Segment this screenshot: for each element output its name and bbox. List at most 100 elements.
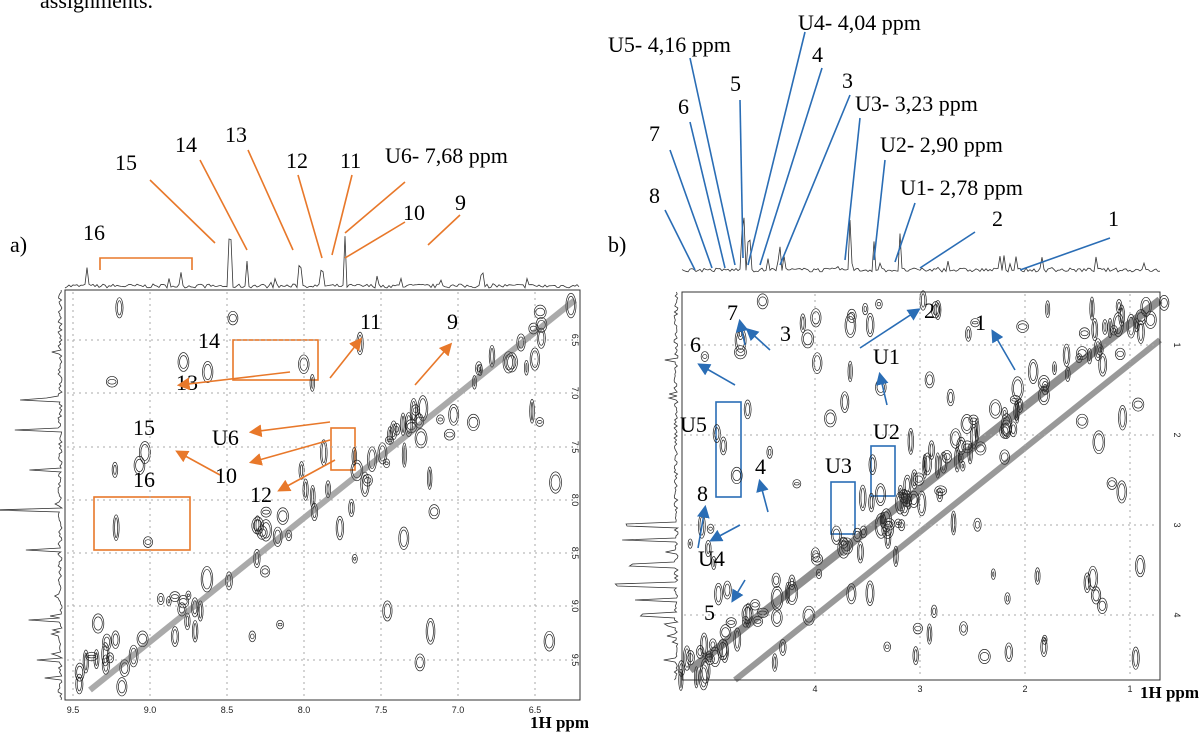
contour [1004,642,1014,662]
contour [531,350,539,368]
x-tick-label: 1 [1127,684,1132,694]
contour [849,363,852,380]
x-tick-label: 9.5 [67,705,80,715]
contour [158,595,163,603]
contour [949,428,962,449]
contour [392,422,401,436]
contour [825,412,836,425]
contour [868,492,875,513]
contour [935,488,946,493]
contour [960,414,974,434]
contour [102,633,112,651]
contour [135,458,144,472]
contour [875,483,886,506]
contour [895,521,901,525]
contour [1080,330,1089,337]
contour [84,652,88,671]
contour [277,622,283,627]
peak-label: U4- 4,04 ppm [798,10,921,35]
y-tick-label: 7.5 [570,441,580,454]
contour [302,478,309,501]
contour [139,441,151,464]
contour [862,302,869,316]
leader-line [344,181,406,234]
contour [1006,645,1012,659]
contour [361,474,369,494]
leader-line [344,221,406,259]
contour [523,359,529,376]
contour [739,331,742,337]
contour [1004,592,1011,605]
contour [1094,433,1104,452]
contour [337,518,343,538]
contour [387,426,393,444]
leader-line [247,149,294,251]
contour [414,653,426,672]
contour [1016,320,1029,333]
arrow [697,504,710,549]
diagonal [88,297,577,693]
contour [258,528,267,537]
cross-peak-label: U3 [825,453,852,478]
contour [730,466,743,485]
contour [934,485,947,496]
x-tick-label: 9.0 [144,705,157,715]
contour [1099,356,1106,374]
contour [177,595,190,609]
contour [727,620,736,625]
contour [193,623,197,640]
contour [262,509,271,515]
contour [914,475,923,483]
y-tick-label: 9.5 [570,654,580,667]
contour [1036,570,1039,582]
axis-title: 1H ppm [530,713,589,732]
contour [468,416,479,428]
cross-peak-label: 4 [755,454,766,479]
contour [856,541,864,564]
contour [881,520,894,539]
contour [894,518,903,528]
contour [684,648,690,668]
y-tick-label: 3 [1172,522,1182,527]
cross-peak-label: 5 [704,600,715,625]
leader-line [1019,237,1111,271]
contour [157,592,165,606]
contour [259,519,273,542]
arrow [175,450,221,476]
contour [962,417,972,431]
contour [1116,480,1127,504]
cross-peak-label: U1 [873,344,900,369]
contour [1028,359,1039,385]
contour [970,318,980,328]
contour [1145,313,1156,326]
contour [1103,322,1107,332]
contour [448,404,460,426]
contour [311,487,315,506]
contour [202,361,214,383]
contour [935,303,940,317]
contour [870,457,876,472]
x-tick-label: 8.0 [298,705,311,715]
contour [85,651,98,662]
contour [179,355,188,369]
contour [1083,572,1091,593]
contour [714,427,720,440]
contour [276,619,284,630]
contour [840,391,850,413]
contour [1040,636,1048,657]
contour [1106,477,1118,490]
cross-peak-label: 16 [133,467,155,492]
contour [414,428,428,449]
contour [167,599,171,604]
contour [428,469,431,487]
contour [525,362,528,373]
peak-label: U5- 4,16 ppm [608,32,731,57]
contour [700,351,709,362]
contour [1090,299,1094,318]
contour [922,453,928,479]
contour [248,630,256,643]
panel-b: b) 1H ppm [608,232,1199,702]
contour [178,598,188,606]
contour [885,644,890,650]
